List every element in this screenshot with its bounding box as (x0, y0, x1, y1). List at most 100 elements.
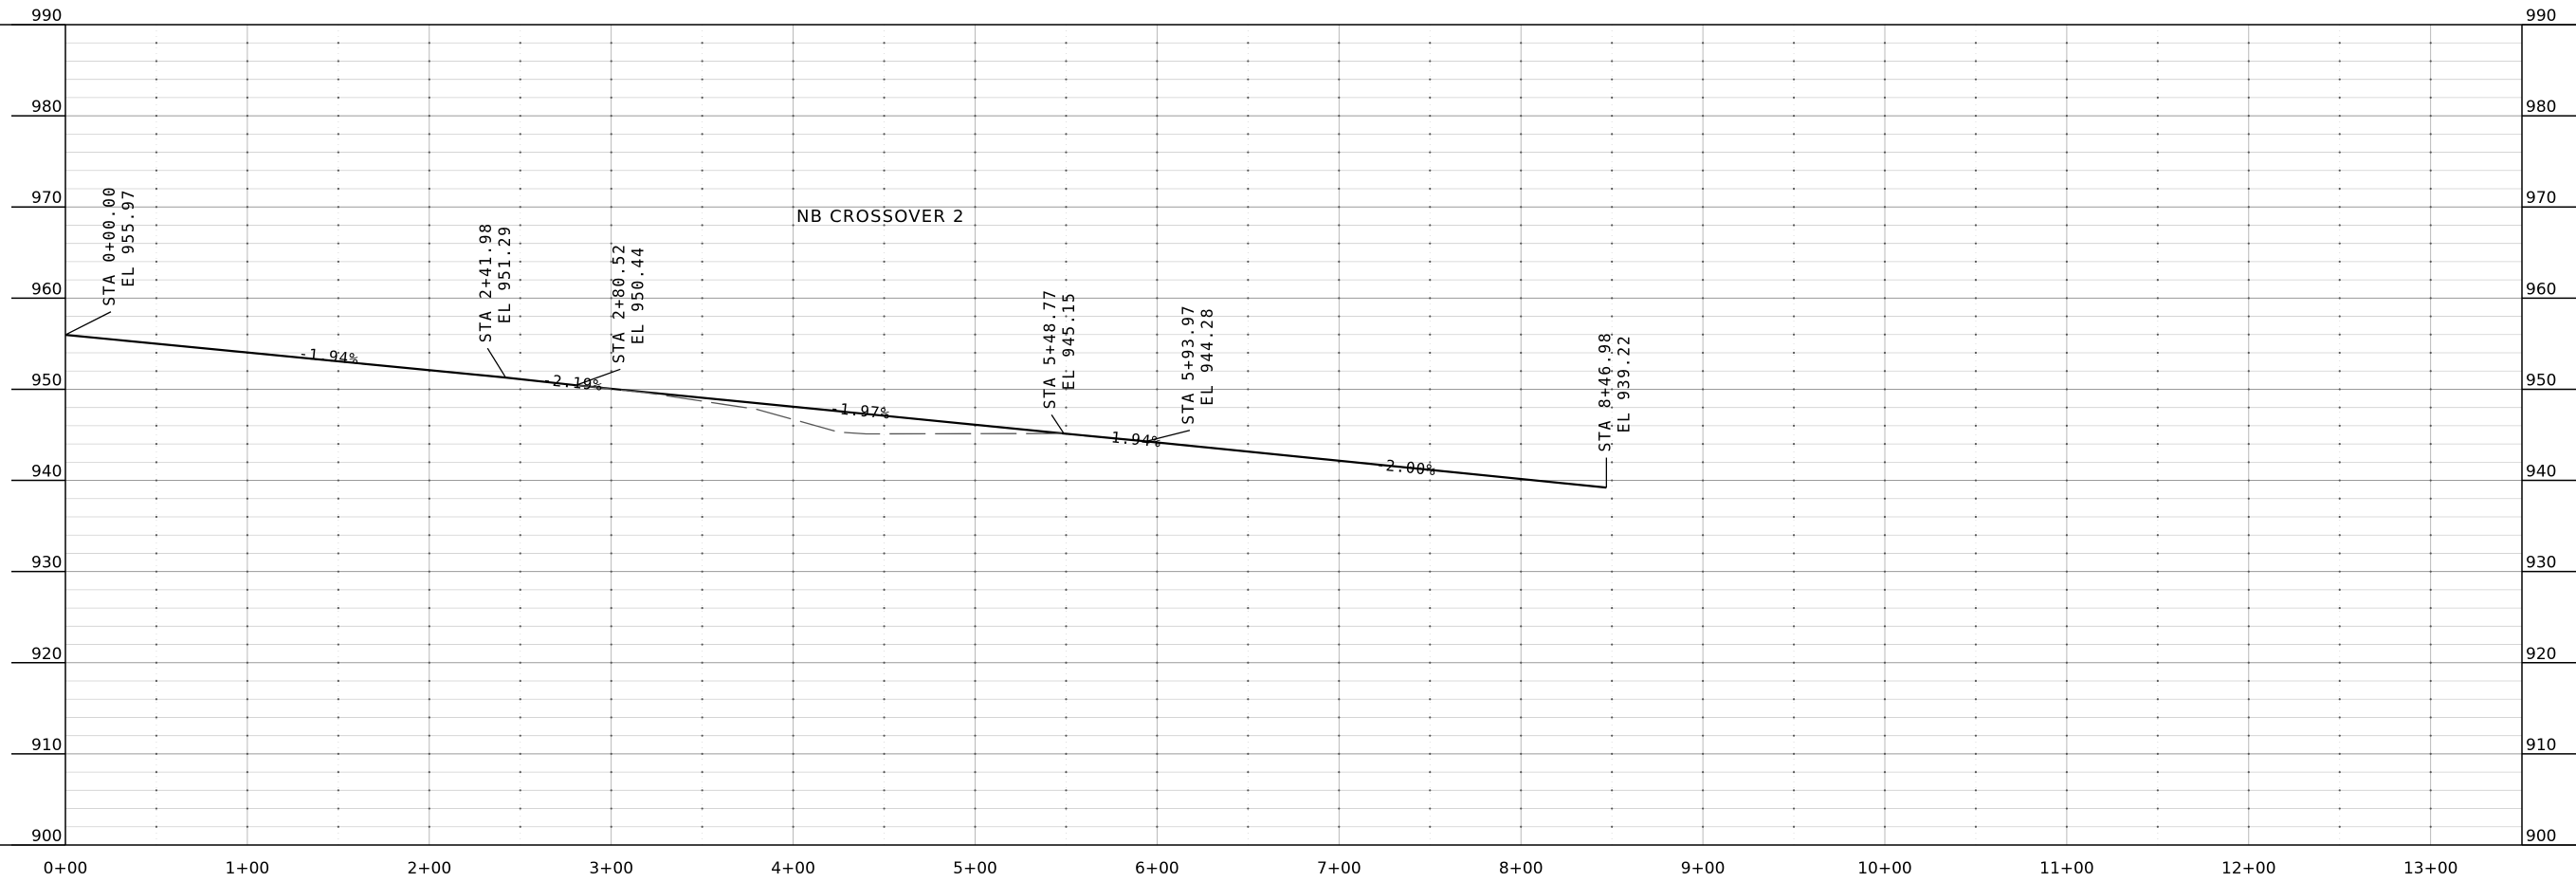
grid-dot (1974, 497, 1978, 500)
grid-dot (1702, 588, 1705, 591)
grid-dot (2338, 60, 2341, 63)
grid-dot (1883, 187, 1887, 191)
grid-dot (1247, 333, 1250, 336)
grid-dot (1974, 115, 1978, 118)
grid-dot (792, 515, 795, 519)
grid-dot (2247, 771, 2250, 774)
grid-dot (701, 497, 703, 500)
grid-dot (1338, 406, 1341, 409)
grid-dot (2338, 443, 2341, 446)
grid-dot (701, 169, 703, 172)
grid-dot (2247, 479, 2250, 482)
grid-dot (1974, 78, 1978, 81)
grid-dot (1702, 315, 1705, 318)
grid-dot (1247, 279, 1250, 282)
grid-dot (792, 570, 795, 573)
grid-dot (1702, 224, 1705, 227)
y-tick-label-left: 920 (31, 645, 62, 664)
grid-dot (610, 351, 612, 355)
grid-dot (1792, 351, 1796, 355)
grid-dot (974, 552, 977, 555)
grid-dot (1702, 497, 1705, 500)
grid-dot (2065, 807, 2068, 810)
grid-dot (1792, 115, 1796, 118)
grid-dot (1065, 351, 1068, 355)
grid-dot (610, 534, 612, 537)
leader-line (486, 347, 506, 378)
grid-dot (519, 169, 521, 172)
grid-dot (1792, 370, 1796, 373)
grid-dot (1065, 679, 1068, 683)
grid-dot (519, 424, 521, 427)
grid-dot (2429, 443, 2432, 446)
grid-dot (1792, 570, 1796, 573)
grid-dot (1247, 115, 1250, 118)
grid-dot (519, 115, 521, 118)
grid-dot (1338, 78, 1341, 81)
grid-dot (2338, 388, 2341, 391)
grid-dot (2338, 224, 2341, 227)
grid-dot (1065, 716, 1068, 719)
grid-dot (1065, 424, 1068, 427)
station-annotation: STA 2+41.98 EL 951.29 (477, 222, 514, 378)
grid-dot (2429, 351, 2432, 355)
grid-dot (1429, 552, 1432, 555)
grid-dot (1156, 825, 1159, 828)
grid-dot (2247, 734, 2250, 737)
grid-dot (1974, 752, 1978, 755)
grid-dot (1520, 424, 1523, 427)
grid-dot (1065, 443, 1068, 446)
grid-dot (2156, 133, 2159, 136)
x-tick-label: 4+00 (771, 859, 815, 878)
grid-dot (1429, 789, 1432, 792)
grid-dot (1247, 534, 1250, 537)
grid-dot (1974, 370, 1978, 373)
grid-dot (2429, 661, 2432, 664)
grid-dot (2156, 424, 2159, 427)
grid-dot (974, 297, 977, 300)
grid-dot (1611, 370, 1614, 373)
grid-dot (1247, 752, 1250, 755)
grid-dot (2338, 570, 2341, 573)
grid-dot (519, 479, 521, 482)
x-tick-label: 7+00 (1317, 859, 1361, 878)
grid-dot (1065, 807, 1068, 810)
x-tick-label: 1+00 (226, 859, 270, 878)
grid-dot (1974, 570, 1978, 573)
grid-dot (792, 807, 795, 810)
grid-dot (1338, 679, 1341, 683)
grid-dot (1338, 734, 1341, 737)
grid-dot (974, 187, 977, 191)
grid-dot (1611, 534, 1614, 537)
grid-dot (2338, 461, 2341, 464)
grid-dot (1520, 351, 1523, 355)
grid-dot (1792, 169, 1796, 172)
elevation-label: EL 944.28 (1198, 307, 1216, 406)
grid-dot (1883, 789, 1887, 792)
grid-dot (1974, 388, 1978, 391)
grid-dot (1520, 679, 1523, 683)
x-tick-label: 2+00 (407, 859, 451, 878)
grid-dot (2065, 552, 2068, 555)
grid-dot (2156, 515, 2159, 519)
grid-dot (974, 370, 977, 373)
grid-dot (1247, 679, 1250, 683)
grid-dot (519, 388, 521, 391)
grid-dot (883, 734, 886, 737)
grid-dot (1974, 534, 1978, 537)
grid-dot (2247, 370, 2250, 373)
grid-dot (246, 96, 248, 99)
grid-dot (2065, 42, 2068, 45)
grid-dot (1974, 698, 1978, 701)
grid-dot (1520, 443, 1523, 446)
grid-dot (1156, 716, 1159, 719)
grid-dot (1338, 570, 1341, 573)
grid-dot (1792, 78, 1796, 81)
grid-dot (155, 187, 158, 191)
grid-dot (2247, 206, 2250, 209)
y-tick-label-left: 990 (31, 7, 62, 26)
grid-dot (1429, 388, 1432, 391)
grid-dot (246, 698, 248, 701)
grid-dot (1883, 771, 1887, 774)
grid-dot (519, 133, 521, 136)
